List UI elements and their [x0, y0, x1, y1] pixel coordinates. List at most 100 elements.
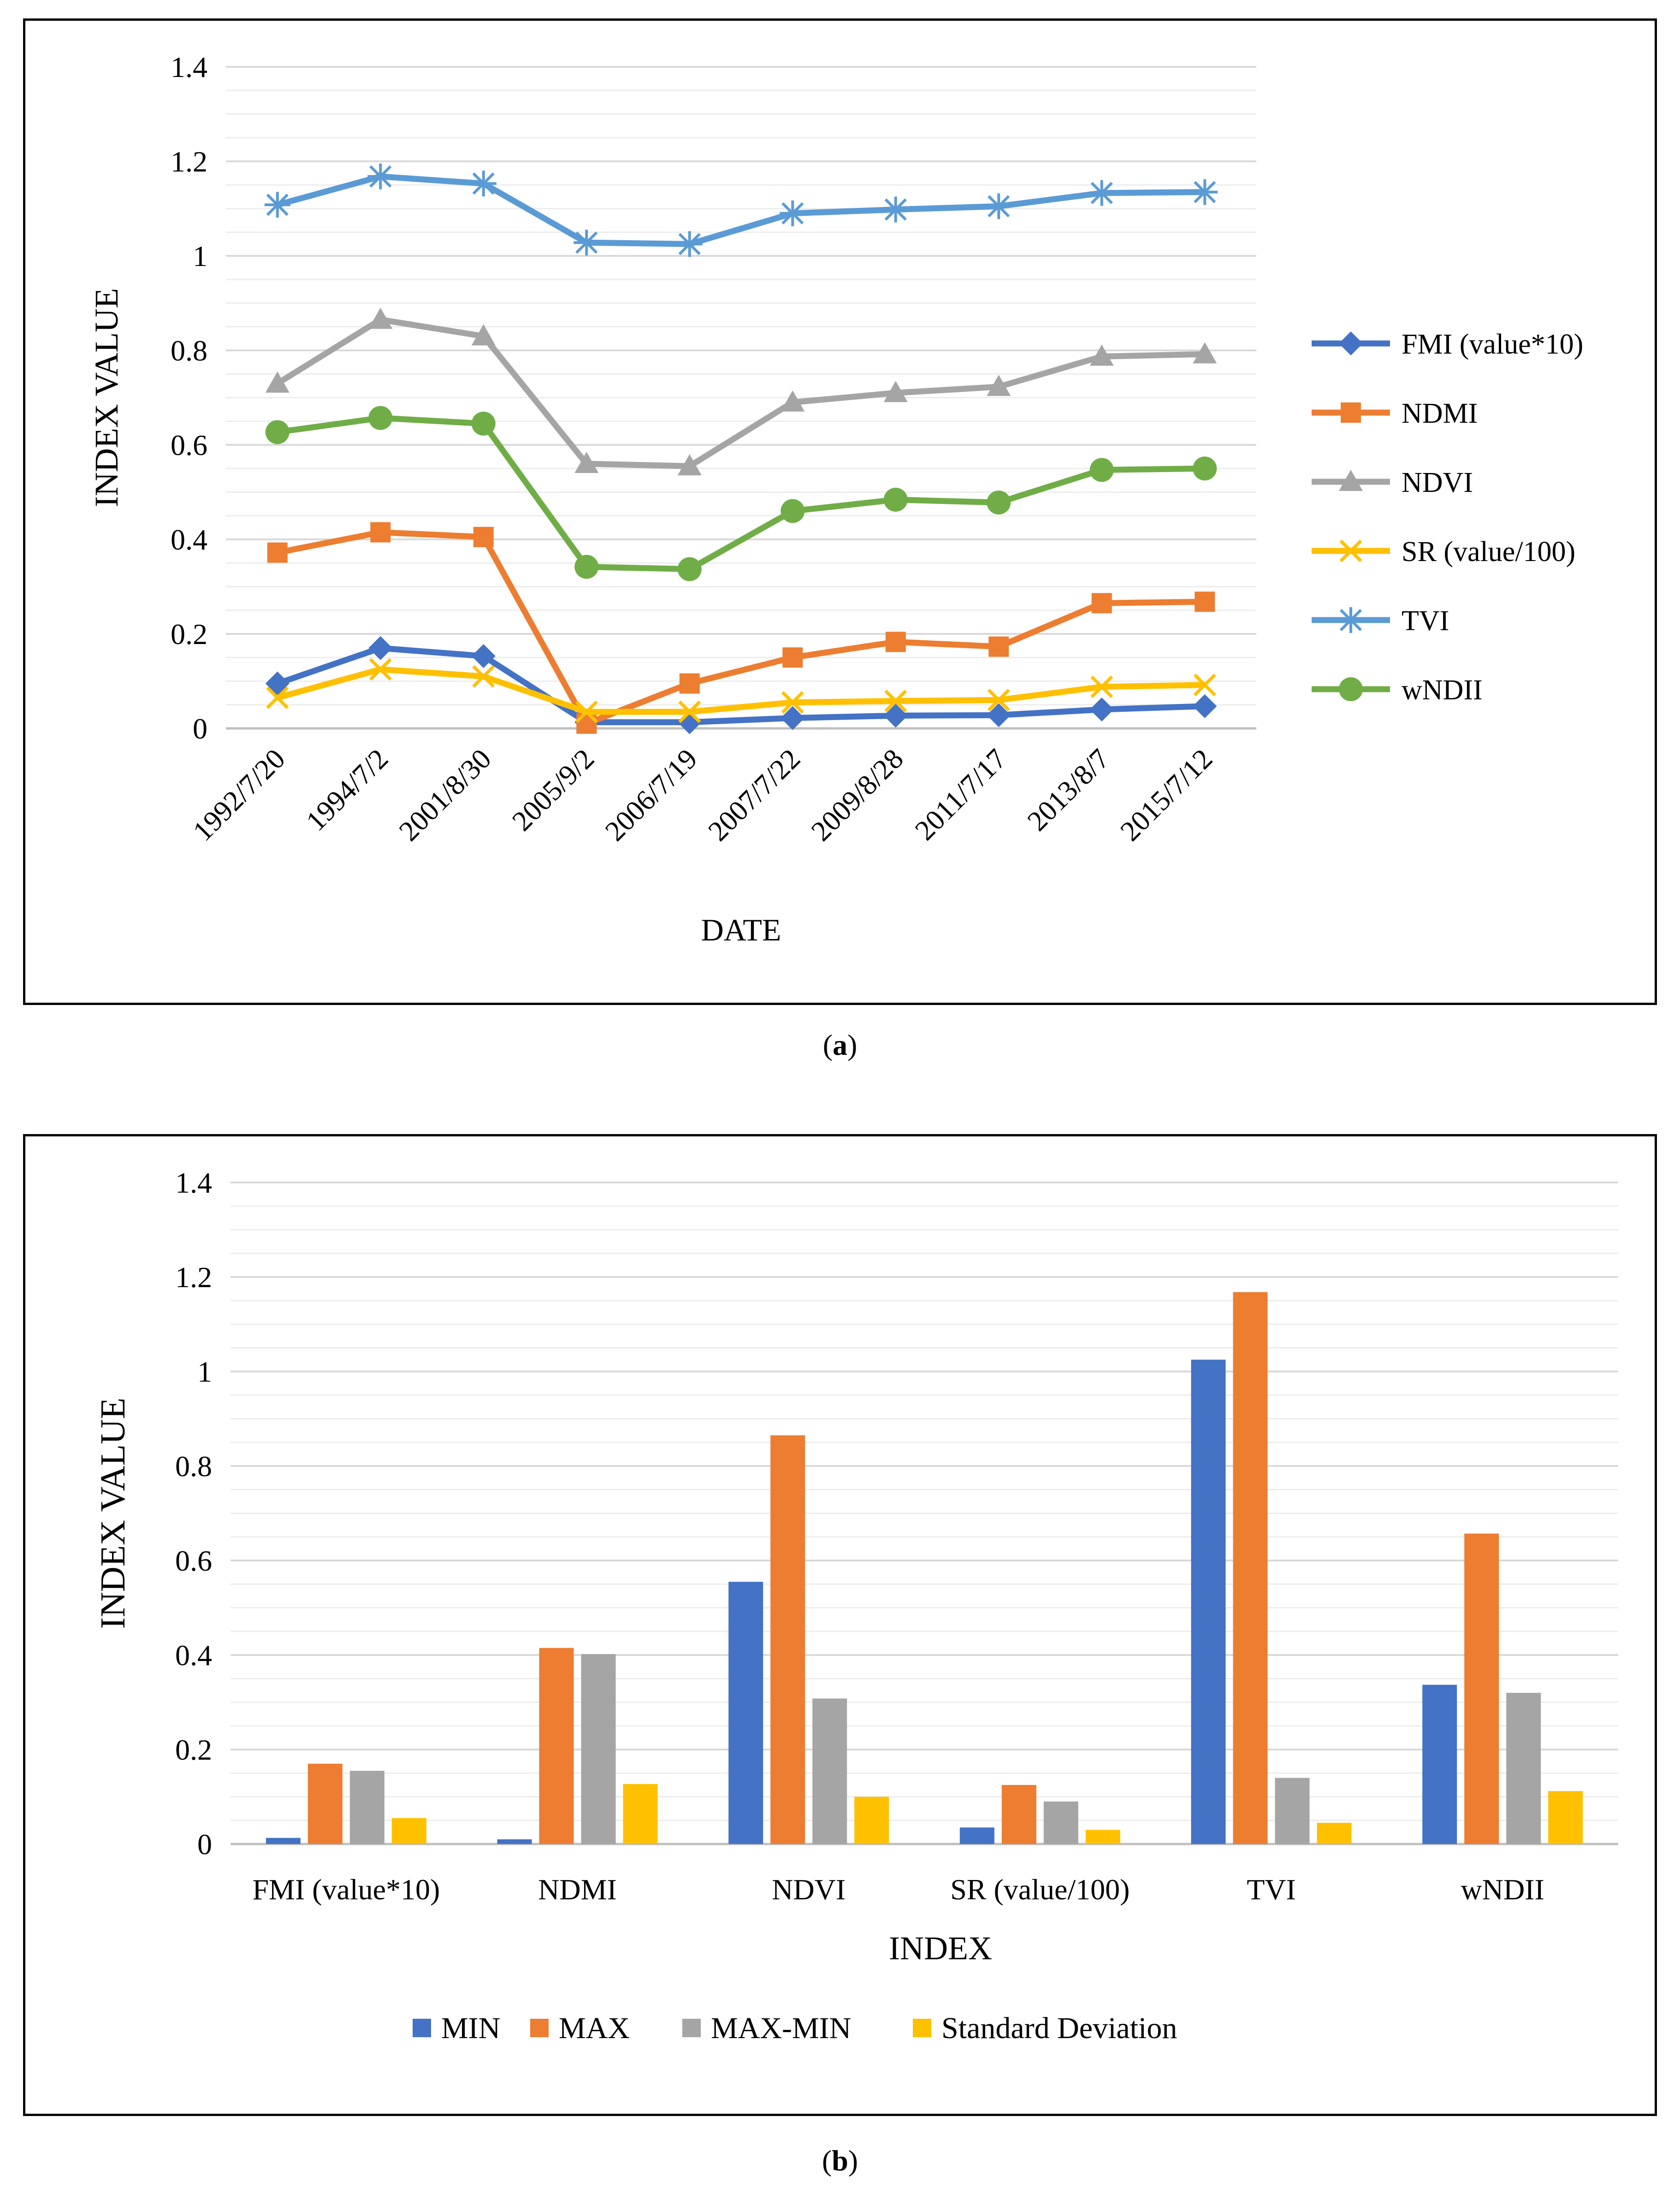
- diamond-marker: [1089, 698, 1114, 721]
- bar-max: [1464, 1533, 1499, 1844]
- triangle-marker: [1089, 344, 1114, 366]
- x-tick-label: NDMI: [538, 1873, 617, 1906]
- x-tick-label: TVI: [1247, 1873, 1296, 1906]
- legend: MIN MAX MAX-MIN Standard Deviation: [413, 2011, 1177, 2045]
- bar-group-sr-value-100: [959, 1785, 1120, 1844]
- x-marker: [1339, 539, 1362, 562]
- x-tick-label: 2005/9/2: [506, 743, 600, 837]
- line-chart-panel: 0 0.2 0.4 0.6 0.8 1 1.2 1.4 1992/7/20 1994/7/2 200…: [23, 18, 1657, 1005]
- bar-max-min: [1275, 1778, 1310, 1844]
- circle-marker: [1193, 456, 1217, 481]
- bar-max: [539, 1648, 574, 1844]
- square-marker: [1341, 402, 1361, 423]
- circle-marker: [1089, 458, 1114, 482]
- legend-item-fmi-value-10: FMI (value*10): [1312, 329, 1583, 360]
- legend-label: NDMI: [1402, 398, 1478, 429]
- x-marker: [369, 658, 392, 681]
- bar-min: [497, 1839, 532, 1844]
- triangle-marker: [368, 307, 393, 329]
- star-marker: [676, 231, 703, 257]
- x-axis-title: INDEX: [889, 1930, 992, 1967]
- triangle-marker: [883, 381, 908, 402]
- legend-label: SR (value/100): [1402, 536, 1575, 568]
- caption-b: (b): [822, 2144, 858, 2177]
- x-tick-label: NDVI: [772, 1873, 846, 1906]
- legend-label: TVI: [1402, 605, 1449, 637]
- y-tick-label: 0.4: [175, 1639, 212, 1672]
- bar-max: [1001, 1785, 1036, 1844]
- diamond-marker: [1339, 331, 1363, 355]
- triangle-marker: [677, 454, 702, 476]
- bar-min: [728, 1582, 763, 1844]
- bar-group-ndvi: [728, 1435, 889, 1844]
- x-axis-title: DATE: [701, 912, 781, 947]
- legend-item-max-min: MAX-MIN: [682, 2011, 851, 2045]
- bar-group-wndii: [1422, 1533, 1583, 1844]
- caption-a: (a): [822, 1029, 858, 1061]
- x-tick-label: 1992/7/20: [187, 743, 291, 847]
- legend-label: MIN: [441, 2011, 500, 2045]
- square-marker: [576, 713, 597, 734]
- bar-min: [266, 1838, 301, 1844]
- series-line: [277, 173, 1205, 247]
- square-marker: [1091, 593, 1112, 614]
- legend-swatch: [413, 2019, 431, 2037]
- triangle-marker: [1193, 342, 1217, 364]
- star-marker: [882, 196, 909, 223]
- caption-b-label: b: [832, 2144, 848, 2177]
- y-tick-label: 1: [197, 1355, 212, 1388]
- legend-label: FMI (value*10): [1402, 329, 1583, 360]
- series-wndii: [265, 406, 1217, 581]
- bar-min: [1422, 1685, 1457, 1844]
- triangle-marker: [574, 452, 599, 473]
- x-tick-label: 1994/7/2: [300, 743, 394, 837]
- y-tick-label: 0.8: [175, 1450, 212, 1483]
- y-tick-label: 1.4: [175, 1166, 212, 1199]
- x-marker: [678, 700, 701, 723]
- x-marker: [781, 691, 804, 714]
- bar-min: [959, 1827, 994, 1844]
- x-marker: [1090, 675, 1113, 698]
- circle-marker: [987, 491, 1011, 515]
- legend-item-tvi: TVI: [1312, 605, 1449, 637]
- series-line: [277, 666, 1205, 715]
- y-tick-label: 1.2: [171, 145, 207, 178]
- bar-standard-deviation: [854, 1797, 889, 1844]
- legend-item-ndmi: NDMI: [1312, 398, 1478, 429]
- x-marker: [987, 689, 1010, 711]
- series-fmi-value-10: [265, 636, 1217, 734]
- x-tick-label: 2013/8/7: [1022, 743, 1116, 837]
- bar-max: [770, 1435, 805, 1844]
- bar-min: [1191, 1360, 1226, 1844]
- x-tick-label: wNDII: [1461, 1873, 1544, 1906]
- x-tick-label: 2015/7/12: [1114, 743, 1219, 847]
- x-marker: [575, 700, 598, 723]
- square-marker: [370, 522, 391, 543]
- y-axis-title: INDEX VALUE: [94, 1398, 132, 1629]
- bar-group-ndmi: [497, 1648, 658, 1844]
- legend-label: NDVI: [1402, 467, 1473, 498]
- circle-marker: [574, 555, 599, 579]
- series-line: [276, 316, 1205, 469]
- legend-item-standard-deviation: Standard Deviation: [913, 2011, 1177, 2045]
- bar-standard-deviation: [1317, 1822, 1352, 1844]
- bar-standard-deviation: [391, 1818, 426, 1844]
- circle-marker: [1339, 677, 1363, 701]
- series-tvi: [264, 163, 1218, 257]
- square-marker: [679, 673, 700, 694]
- circle-marker: [265, 420, 290, 444]
- y-tick-label: 0.2: [175, 1733, 212, 1766]
- legend: FMI (value*10) NDMI NDVI SR (value/100) TVI w…: [1312, 329, 1583, 706]
- triangle-marker: [471, 324, 496, 346]
- x-marker: [266, 686, 289, 709]
- circle-marker: [883, 487, 908, 512]
- x-tick-label: 2006/7/19: [599, 743, 704, 847]
- circle-marker: [677, 557, 702, 581]
- y-tick-label: 0: [197, 1828, 212, 1861]
- legend-item-sr-value-100: SR (value/100): [1312, 536, 1575, 568]
- triangle-marker: [265, 371, 290, 393]
- bar-max: [1233, 1292, 1268, 1844]
- y-tick-label: 0: [193, 712, 207, 745]
- square-marker: [782, 647, 803, 668]
